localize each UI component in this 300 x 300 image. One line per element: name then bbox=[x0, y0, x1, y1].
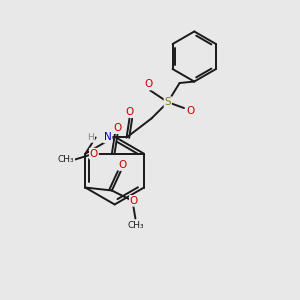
Text: O: O bbox=[125, 107, 134, 117]
Text: O: O bbox=[118, 160, 126, 170]
Text: N: N bbox=[104, 133, 112, 142]
Text: CH₃: CH₃ bbox=[58, 155, 74, 164]
Text: O: O bbox=[113, 123, 122, 133]
Text: O: O bbox=[90, 149, 98, 159]
Text: H: H bbox=[87, 133, 94, 142]
Text: S: S bbox=[164, 97, 171, 107]
Text: CH₃: CH₃ bbox=[127, 221, 144, 230]
Text: O: O bbox=[145, 80, 153, 89]
Text: O: O bbox=[130, 196, 138, 206]
Text: O: O bbox=[186, 106, 195, 116]
